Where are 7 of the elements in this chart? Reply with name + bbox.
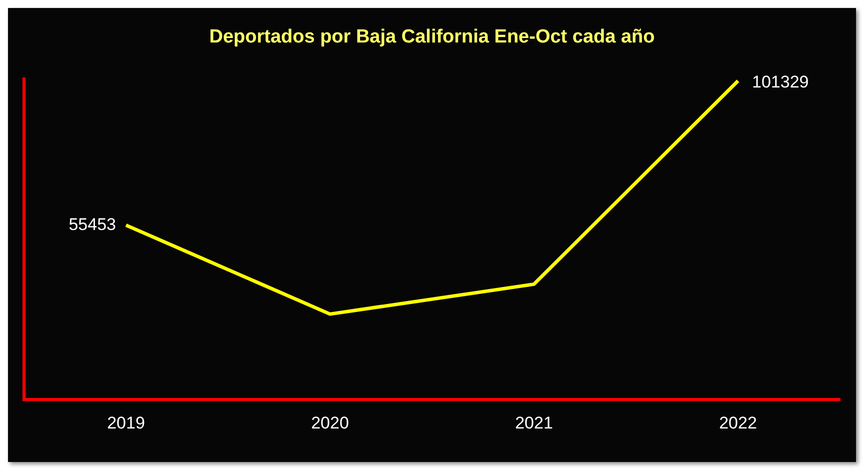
x-tick-label: 2020 xyxy=(311,413,349,432)
data-label: 101329 xyxy=(752,72,809,92)
data-label: 55453 xyxy=(68,214,116,234)
chart-title: Deportados por Baja California Ene-Oct cada año xyxy=(209,26,655,48)
x-tick-label: 2021 xyxy=(515,413,553,432)
x-tick-label: 2022 xyxy=(719,413,757,432)
x-tick-label: 2019 xyxy=(107,413,145,432)
